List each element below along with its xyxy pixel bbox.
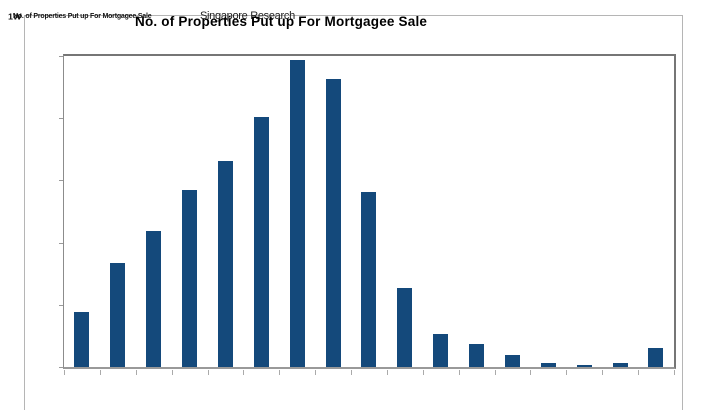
x-tick <box>387 370 388 375</box>
x-tick <box>566 370 567 375</box>
x-tick <box>100 370 101 375</box>
y-tick <box>59 180 63 181</box>
y-tick <box>59 56 63 57</box>
plot-area <box>59 54 676 375</box>
chart-title: No. of Properties Put up For Mortgagee S… <box>135 14 428 29</box>
x-tick <box>315 370 316 375</box>
y-tick <box>59 305 63 306</box>
x-tick <box>208 370 209 375</box>
x-tick <box>64 370 65 375</box>
x-tick <box>495 370 496 375</box>
x-tick <box>172 370 173 375</box>
bar <box>612 362 628 367</box>
bar <box>540 363 556 367</box>
bar <box>110 262 126 367</box>
x-tick <box>279 370 280 375</box>
bar-series <box>64 56 674 367</box>
x-tick <box>459 370 460 375</box>
x-tick <box>423 370 424 375</box>
x-tick <box>136 370 137 375</box>
x-tick <box>638 370 639 375</box>
bar <box>361 191 377 367</box>
bar <box>146 230 162 367</box>
x-tick <box>674 370 675 375</box>
bar <box>433 334 449 367</box>
bar <box>253 117 269 367</box>
y-tick <box>59 367 63 368</box>
small-title-fragment: No. of Properties Put up For Mortgagee S… <box>13 13 152 20</box>
y-tick <box>59 118 63 119</box>
bar <box>74 311 90 367</box>
bar <box>325 79 341 367</box>
bar <box>217 161 233 367</box>
overlapping-source-text: 1W No. of Properties Put up For Mortgage… <box>0 0 320 26</box>
y-tick <box>59 243 63 244</box>
illegible-bold-fragment: 1W <box>8 12 22 22</box>
bar <box>504 355 520 367</box>
bar <box>397 288 413 367</box>
bar <box>289 59 305 367</box>
bar <box>182 190 198 367</box>
x-tick <box>530 370 531 375</box>
x-tick <box>243 370 244 375</box>
x-tick <box>351 370 352 375</box>
bar <box>576 364 592 367</box>
source-research-fragment: Singapore Research <box>200 10 295 22</box>
x-tick <box>602 370 603 375</box>
bar <box>469 344 485 367</box>
bar <box>648 348 664 367</box>
